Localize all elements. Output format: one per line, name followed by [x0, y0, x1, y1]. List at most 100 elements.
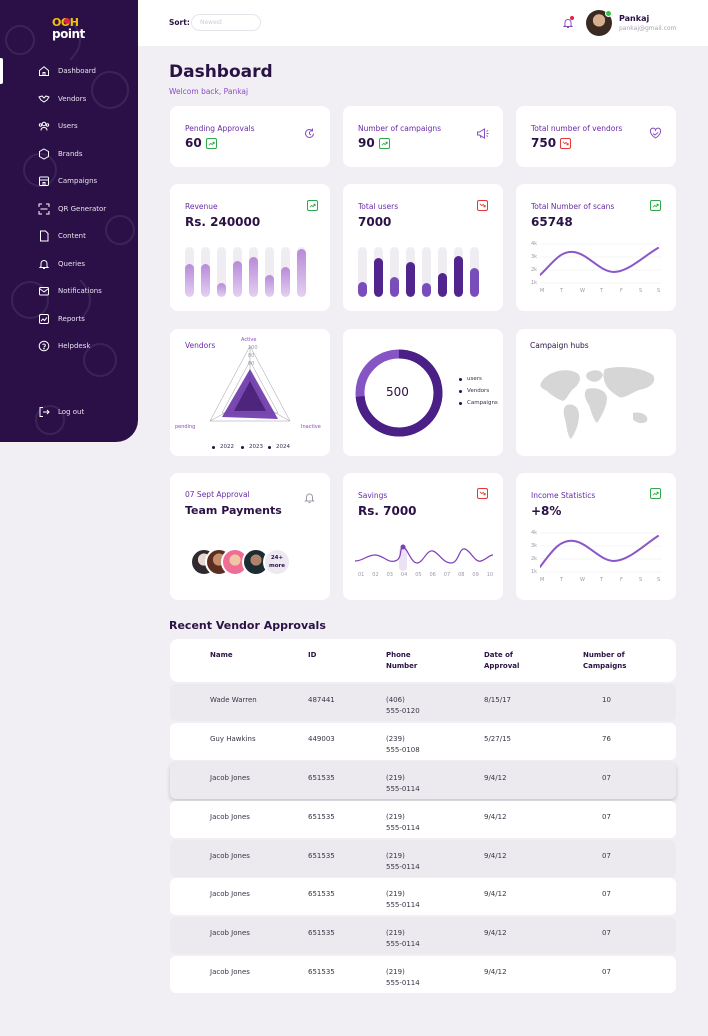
sort-dropdown[interactable]: Newest: [191, 14, 261, 31]
table-row[interactable]: Jacob Jones 651535 (219) 555-0114 9/4/12 07: [170, 840, 676, 877]
number-of-campaigns-card[interactable]: Number of campaigns 90: [343, 106, 503, 167]
sidebar-item-campaigns[interactable]: Campaigns: [38, 173, 97, 189]
x-tick-label: S: [639, 577, 643, 583]
team-payments-card[interactable]: 07 Sept Approval Team Payments: [170, 473, 330, 600]
column-header-id[interactable]: ID: [308, 651, 317, 659]
card-value: +8%: [531, 504, 562, 518]
radar-tick-label: 80: [248, 353, 255, 359]
vendor-phone-cell: (219) 555-0114: [386, 928, 420, 950]
sidebar-item-label: Content: [58, 232, 86, 240]
logout-label: Log out: [58, 408, 85, 416]
sidebar-item-qr-generator[interactable]: QR Generator: [38, 201, 106, 217]
column-header-date[interactable]: Date of Approval: [484, 651, 520, 670]
notification-bell-icon[interactable]: [562, 17, 574, 29]
total-users-card[interactable]: Total users 7000: [343, 184, 503, 311]
x-tick-label: 02: [372, 572, 379, 578]
refresh-icon: [303, 125, 316, 138]
vendors-radar-card[interactable]: Vendors Active pending Inactive 100 80 6…: [170, 329, 330, 456]
campaign-hubs-card[interactable]: Campaign hubs: [516, 329, 676, 456]
phone-area-code: (219): [386, 813, 405, 821]
y-tick-label: 1k: [531, 569, 538, 575]
vendor-phone-cell: (239) 555-0108: [386, 734, 420, 756]
revenue-card[interactable]: Revenue Rs. 240000: [170, 184, 330, 311]
table-row[interactable]: Jacob Jones 651535 (219) 555-0114 9/4/12 07: [170, 878, 676, 915]
bar: [185, 247, 194, 297]
x-tick-label: M: [540, 288, 545, 294]
table-row[interactable]: Wade Warren 487441 (406) 555-0120 8/15/17 10: [170, 684, 676, 721]
vendor-id-cell: 651535: [308, 852, 335, 860]
scans-line-chart: [540, 243, 662, 284]
online-status-dot: [605, 10, 612, 17]
phone-number: 555-0114: [386, 785, 420, 793]
sidebar-item-notifications[interactable]: Notifications: [38, 283, 102, 299]
notification-dot: [570, 16, 574, 20]
bar: [454, 247, 463, 297]
trend-down-icon: [560, 138, 571, 149]
y-tick-label: 2k: [531, 556, 538, 562]
pending-approvals-card[interactable]: Pending Approvals 60: [170, 106, 330, 167]
chart-icon: [38, 313, 50, 325]
total-scans-card[interactable]: Total Number of scans 65748 4k 3k 2k 1k …: [516, 184, 676, 311]
vendor-name-cell: Jacob Jones: [210, 852, 250, 860]
table-row[interactable]: Jacob Jones 651535 (219) 555-0114 9/4/12 07: [170, 762, 676, 799]
vendor-phone-cell: (219) 555-0114: [386, 889, 420, 911]
column-header-campaigns[interactable]: Number of Campaigns: [583, 651, 627, 670]
sidebar-item-dashboard[interactable]: Dashboard: [38, 63, 96, 79]
table-row[interactable]: Jacob Jones 651535 (219) 555-0114 9/4/12 07: [170, 956, 676, 993]
column-header-name[interactable]: Name: [210, 651, 233, 659]
megaphone-icon: [476, 125, 489, 139]
table-row[interactable]: Jacob Jones 651535 (219) 555-0114 9/4/12 07: [170, 801, 676, 838]
x-tick-label: 05: [415, 572, 422, 578]
total-vendors-card[interactable]: Total number of vendors 750: [516, 106, 676, 167]
home-icon: [38, 65, 50, 77]
sidebar-item-vendors[interactable]: Vendors: [38, 91, 86, 107]
trend-up-icon: [650, 200, 661, 211]
sidebar-item-reports[interactable]: Reports: [38, 311, 85, 327]
donut-legend-users: users: [459, 376, 482, 382]
card-label: Revenue: [185, 202, 218, 211]
radar-axis-label: pending: [175, 424, 196, 430]
approval-date-cell: 9/4/12: [484, 890, 507, 898]
vendor-id-cell: 651535: [308, 968, 335, 976]
bar: [233, 247, 242, 297]
sidebar-item-users[interactable]: Users: [38, 118, 78, 134]
radar-legend-2022: 2022: [212, 444, 234, 450]
card-label: Total users: [358, 202, 399, 211]
table-row[interactable]: Guy Hawkins 449003 (239) 555-0108 5/27/15 76: [170, 723, 676, 760]
vendor-phone-cell: (219) 555-0114: [386, 967, 420, 989]
sidebar-item-brands[interactable]: Brands: [38, 146, 83, 162]
card-value: 7000: [358, 215, 392, 229]
income-statistics-card[interactable]: Income Statistics +8% 4k 3k 2k 1k M T W …: [516, 473, 676, 600]
savings-card[interactable]: Savings Rs. 7000 01 02 03 04 05 06 07 08 09 10: [343, 473, 503, 600]
campaign-count-cell: 07: [602, 774, 611, 782]
campaign-count-cell: 10: [602, 696, 611, 704]
campaign-count-cell: 07: [602, 852, 611, 860]
world-map: [540, 367, 655, 439]
bar: [281, 247, 290, 297]
vendor-phone-cell: (406) 555-0120: [386, 695, 420, 717]
sidebar-item-helpdesk[interactable]: Helpdesk: [38, 338, 90, 354]
donut-chart: [355, 349, 443, 437]
sidebar-item-queries[interactable]: Queries: [38, 256, 85, 272]
logo-text-bottom: point: [52, 27, 85, 41]
sidebar-item-content[interactable]: Content: [38, 228, 86, 244]
vendor-name-cell: Jacob Jones: [210, 929, 250, 937]
more-members-badge[interactable]: 24+ more: [263, 548, 291, 576]
x-tick-label: 09: [472, 572, 479, 578]
column-header-phone[interactable]: Phone Number: [386, 651, 418, 670]
y-tick-label: 1k: [531, 280, 538, 286]
trend-up-icon: [650, 488, 661, 499]
handshake-heart-icon: [649, 125, 662, 139]
vendor-phone-cell: (219) 555-0114: [386, 812, 420, 834]
bell-outline-icon[interactable]: [303, 489, 316, 503]
vendor-id-cell: 487441: [308, 696, 335, 704]
sidebar-item-label: Dashboard: [58, 67, 96, 75]
more-members-label: 24+ more: [269, 555, 285, 569]
logout-button[interactable]: Log out: [38, 404, 84, 420]
table-row[interactable]: Jacob Jones 651535 (219) 555-0114 9/4/12 07: [170, 917, 676, 954]
vendor-name-cell: Wade Warren: [210, 696, 257, 704]
app-logo[interactable]: OOH point: [50, 16, 90, 44]
donut-card[interactable]: 500 users Vendors Campaigns: [343, 329, 503, 456]
radar-axis-label: Inactive: [301, 424, 321, 430]
phone-area-code: (219): [386, 968, 405, 976]
